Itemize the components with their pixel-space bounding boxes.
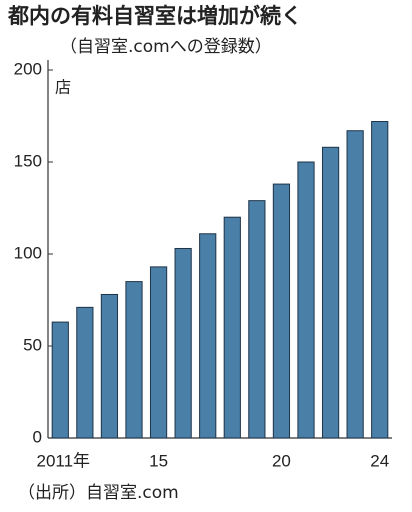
bar bbox=[248, 200, 266, 439]
bar bbox=[76, 306, 94, 439]
bar bbox=[346, 130, 364, 439]
chart-title: 都内の有料自習室は増加が続く bbox=[7, 4, 302, 28]
bar bbox=[149, 266, 168, 439]
bar bbox=[272, 183, 291, 439]
y-tick-label: 0 bbox=[33, 427, 42, 446]
y-tick-label: 200 bbox=[14, 59, 42, 78]
bar bbox=[297, 161, 315, 439]
bar bbox=[321, 146, 340, 439]
y-tick-label: 100 bbox=[14, 243, 42, 262]
bar bbox=[125, 281, 143, 439]
y-axis-label: 店 bbox=[55, 78, 71, 97]
bar bbox=[223, 216, 241, 439]
bar bbox=[51, 321, 69, 439]
source-note: （出所）自習室.com bbox=[18, 483, 179, 503]
x-tick-label: 2011年 bbox=[37, 451, 91, 470]
chart-subtitle: （自習室.comへの登録数） bbox=[60, 37, 272, 57]
bar bbox=[100, 293, 119, 439]
x-tick-label: 20 bbox=[272, 451, 291, 470]
x-tick-label: 24 bbox=[370, 451, 389, 470]
y-tick-label: 150 bbox=[14, 151, 42, 170]
bar bbox=[199, 233, 217, 439]
bar bbox=[174, 247, 192, 439]
y-tick-label: 50 bbox=[23, 335, 42, 354]
bar bbox=[371, 121, 389, 439]
x-tick-label: 15 bbox=[149, 451, 168, 470]
